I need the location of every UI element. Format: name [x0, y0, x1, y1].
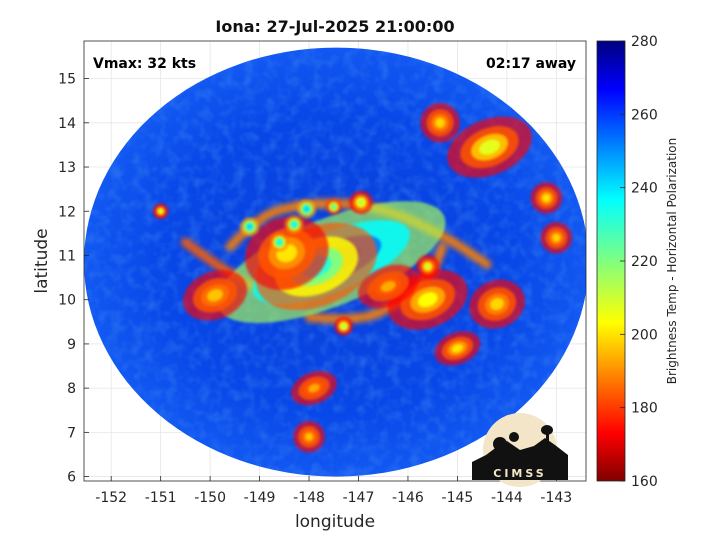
cell-layer	[158, 209, 163, 214]
colorbar-ticks: 160 180 200 220 240 260 280	[620, 34, 658, 490]
convective-cell	[349, 190, 373, 215]
x-tick-label: -151	[145, 490, 177, 506]
axes-frame	[83, 40, 587, 482]
cell-layer	[451, 344, 464, 353]
convective-cell	[240, 217, 260, 237]
cell-layer	[207, 288, 224, 302]
x-axis-ticks: -152 -151 -150 -149 -148 -147 -146 -145 -144 -143	[95, 476, 572, 506]
svg-text:CIMSS: CIMSS	[493, 467, 546, 480]
convective-cell	[469, 279, 525, 329]
x-tick-label: -147	[343, 490, 375, 506]
convective-cell	[297, 199, 317, 219]
y-tick-label: 14	[58, 116, 76, 132]
colorbar-tick-label: 280	[631, 34, 658, 50]
y-tick-label: 11	[58, 248, 76, 264]
y-tick-label: 6	[67, 470, 76, 486]
x-tick-label: -149	[244, 490, 276, 506]
cell-layer	[478, 139, 501, 155]
convective-cell	[415, 254, 440, 279]
y-tick-label: 8	[67, 381, 76, 397]
convective-cell	[269, 232, 289, 252]
y-axis-label: latitude	[32, 228, 52, 293]
cell-layer	[357, 199, 364, 206]
chart-title: Iona: 27-Jul-2025 21:00:00	[215, 17, 454, 36]
convective-cell	[447, 116, 532, 178]
convective-cell	[434, 331, 481, 366]
convective-cell	[152, 203, 169, 220]
colorbar-tick-label: 200	[631, 327, 658, 343]
cell-layer	[305, 432, 313, 441]
cell-layer	[417, 292, 438, 308]
y-tick-label: 10	[58, 293, 76, 309]
convective-cell	[325, 198, 342, 215]
y-tick-label: 9	[67, 337, 76, 353]
x-tick-label: -150	[194, 490, 226, 506]
colorbar-tick-label: 220	[631, 254, 658, 270]
x-axis-label: longitude	[295, 512, 375, 532]
colorbar-tick-label: 180	[631, 401, 658, 417]
x-tick-label: -152	[95, 490, 127, 506]
time-offset-annotation: 02:17 away	[486, 56, 576, 72]
cell-layer	[308, 383, 320, 393]
colorbar-tick-label: 260	[631, 107, 658, 123]
cell-layer	[490, 298, 504, 311]
convective-cell	[182, 269, 248, 321]
colorbar-tick-label: 160	[631, 474, 658, 490]
cell-layer	[276, 239, 282, 245]
cell-layer	[435, 117, 446, 128]
x-tick-label: -144	[491, 490, 523, 506]
y-tick-label: 15	[58, 72, 76, 88]
y-tick-label: 13	[58, 160, 76, 176]
x-tick-label: -143	[540, 490, 572, 506]
x-tick-label: -148	[293, 490, 325, 506]
y-axis-ticks: 6 7 8 9 10 11 12 13 14 15	[58, 72, 89, 486]
convective-cell	[284, 215, 304, 235]
convective-cell	[420, 103, 460, 143]
convective-cell	[530, 182, 563, 214]
cell-layer	[247, 224, 253, 230]
cell-layer	[331, 204, 336, 209]
convective-cell	[293, 420, 325, 453]
swath-layer	[84, 47, 586, 477]
cell-layer	[424, 263, 431, 270]
colorbar-tick-label: 240	[631, 181, 658, 197]
cell-layer	[341, 323, 347, 329]
cell-layer	[304, 206, 309, 212]
cimss-logo: CIMSS	[472, 413, 568, 487]
cell-layer	[552, 233, 561, 242]
cell-layer	[542, 194, 551, 202]
convective-cell	[540, 221, 573, 254]
colorbar-label: Brightness Temp - Horizontal Polarizatio…	[665, 138, 679, 385]
convective-cell	[291, 370, 337, 406]
convective-features	[152, 103, 573, 453]
cell-layer	[291, 222, 297, 227]
vmax-annotation: Vmax: 32 kts	[93, 56, 196, 72]
x-tick-label: -146	[392, 490, 424, 506]
cell-layer	[380, 280, 396, 292]
y-tick-label: 12	[58, 204, 76, 220]
convective-cell	[357, 264, 419, 309]
y-tick-label: 7	[67, 425, 76, 441]
x-tick-label: -145	[442, 490, 474, 506]
convective-cell	[334, 316, 354, 336]
